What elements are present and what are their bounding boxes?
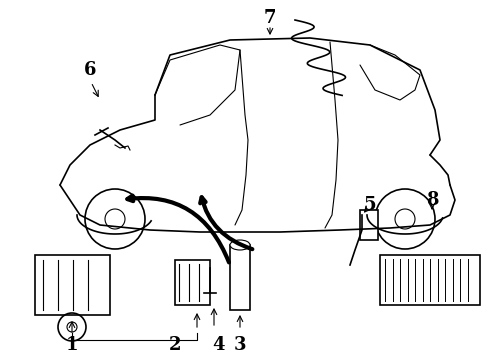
Text: 8: 8 [426, 191, 438, 209]
Text: 1: 1 [66, 336, 78, 354]
Ellipse shape [230, 240, 250, 250]
Bar [230, 245, 250, 310]
Text: 5: 5 [364, 196, 376, 214]
Text: 6: 6 [84, 61, 96, 79]
Bar [175, 260, 210, 305]
Text: 2: 2 [169, 336, 181, 354]
Text: 3: 3 [234, 336, 246, 354]
Text: 4: 4 [212, 336, 224, 354]
Bar [360, 210, 378, 240]
Text: 7: 7 [264, 9, 276, 27]
Bar [380, 255, 480, 305]
Bar [35, 255, 110, 315]
